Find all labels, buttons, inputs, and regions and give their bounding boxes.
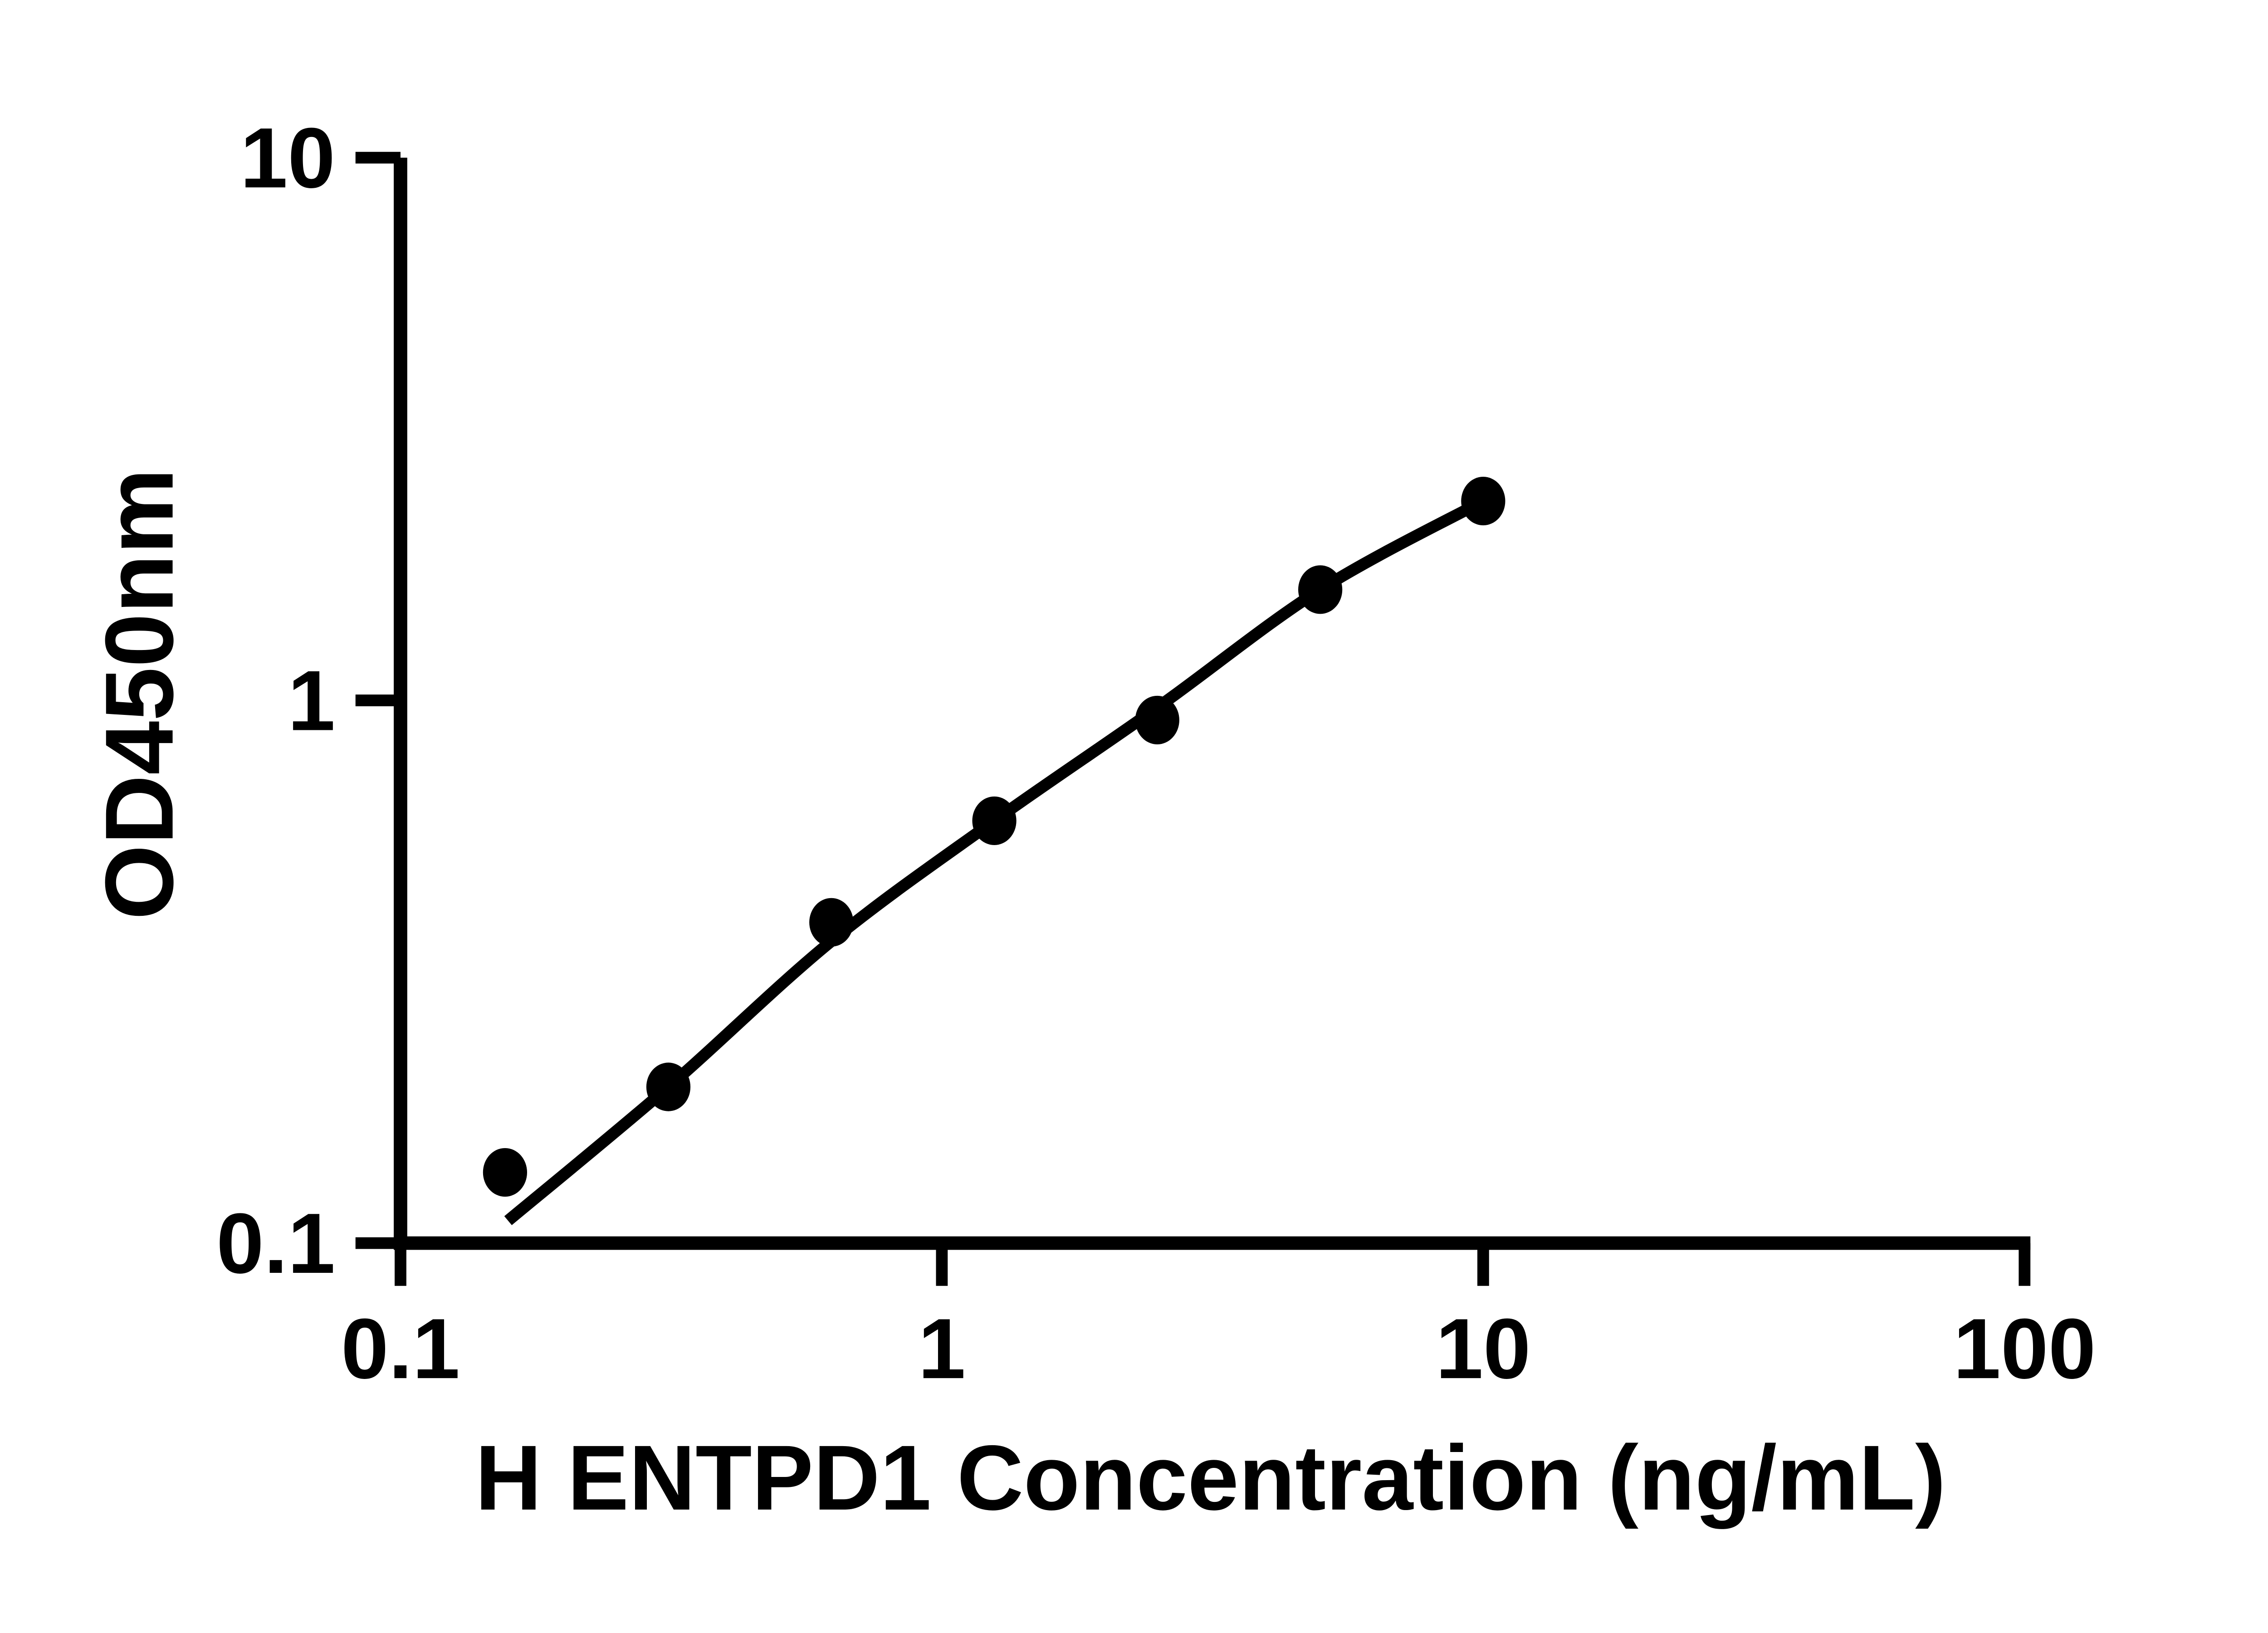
x-tick-label: 1 <box>918 1301 966 1396</box>
data-point <box>1135 695 1179 744</box>
data-point <box>646 1062 691 1111</box>
data-point <box>483 1148 528 1197</box>
x-axis-title: H ENTPD1 Concentration (ng/mL) <box>475 1427 1945 1530</box>
x-tick-label: 100 <box>1953 1301 2096 1396</box>
plot-area: 0.1 1 10 0.1 1 10 100 <box>216 110 2096 1396</box>
x-tick-label: 0.1 <box>341 1301 460 1396</box>
y-axis-title: OD450nm <box>86 468 194 920</box>
y-tick-label: 0.1 <box>216 1195 335 1291</box>
data-point <box>1298 565 1343 614</box>
data-point <box>1461 476 1505 526</box>
data-point <box>972 796 1017 845</box>
y-tick-label: 10 <box>240 110 335 205</box>
y-tick-label: 1 <box>288 653 335 748</box>
data-point <box>809 898 854 947</box>
fit-curve <box>504 496 1486 1225</box>
x-tick-label: 10 <box>1436 1301 1531 1396</box>
